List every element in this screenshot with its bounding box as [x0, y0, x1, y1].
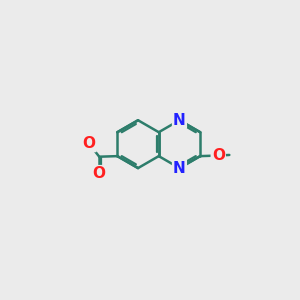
Text: N: N [173, 113, 186, 128]
Text: O: O [212, 148, 225, 163]
Text: O: O [93, 166, 106, 181]
Text: N: N [173, 160, 186, 175]
Text: O: O [82, 136, 95, 151]
